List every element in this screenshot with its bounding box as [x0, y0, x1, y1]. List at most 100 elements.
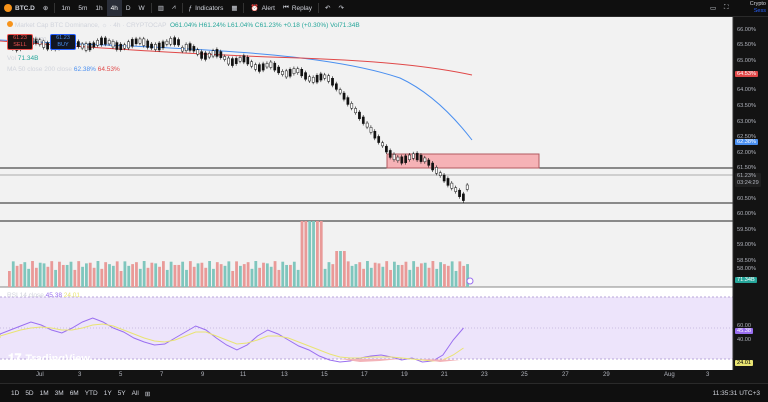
candle — [184, 44, 188, 51]
candle — [165, 40, 169, 45]
undo-icon: ↶ — [325, 5, 331, 12]
candle — [154, 44, 157, 50]
candle — [300, 69, 304, 77]
add-symbol-button[interactable]: ⊕ — [39, 0, 52, 16]
candle — [323, 74, 327, 79]
buy-button[interactable]: 61.23 BUY — [50, 34, 76, 50]
volume-bar — [296, 269, 300, 287]
volume-bar — [50, 261, 54, 287]
range-1d-button[interactable]: 1D — [11, 390, 20, 397]
volume-bar — [88, 262, 92, 287]
timeframe-5m[interactable]: 5m — [78, 4, 88, 12]
volume-bar — [385, 261, 389, 287]
range-6m-button[interactable]: 6M — [69, 390, 79, 397]
indicators-button[interactable]: ƒ Indicators — [188, 4, 224, 12]
chart-type-button[interactable]: ▥ — [154, 0, 168, 16]
timeframe-1m[interactable]: 1m — [61, 4, 71, 12]
candle — [215, 49, 219, 57]
candle — [277, 66, 280, 74]
candle — [373, 130, 377, 139]
symbol-search-button[interactable]: BTC.D — [0, 0, 39, 16]
range-5y-button[interactable]: 5Y — [117, 390, 126, 397]
volume-bar — [58, 261, 61, 287]
spread-value: 0.00 — [35, 37, 47, 43]
chart-canvas[interactable] — [0, 0, 768, 383]
redo-button[interactable]: ↷ — [335, 0, 348, 16]
compare-button[interactable]: ⩘ — [168, 0, 180, 16]
candle — [146, 40, 150, 48]
volume-bar — [150, 262, 154, 287]
timeframe-w[interactable]: W — [138, 4, 145, 12]
volume-bar — [423, 262, 427, 287]
volume-bar — [65, 264, 69, 287]
volume-bar — [446, 265, 450, 287]
volume-bar — [285, 264, 288, 287]
volume-bar — [169, 261, 173, 287]
candle — [161, 41, 165, 49]
volume-bar — [92, 267, 96, 287]
volume-bar — [265, 263, 269, 287]
volume-bar — [435, 268, 439, 287]
range-5d-button[interactable]: 5D — [25, 390, 34, 397]
volume-bar — [273, 261, 277, 287]
candle — [107, 40, 111, 45]
timeframe-4h[interactable]: 4h — [106, 0, 122, 16]
candle — [284, 70, 288, 78]
sell-button[interactable]: 61.23 SELL — [7, 34, 33, 50]
range-3m-button[interactable]: 3M — [54, 390, 64, 397]
candle — [319, 73, 323, 81]
candle — [462, 193, 465, 201]
range-ytd-button[interactable]: YTD — [84, 390, 98, 397]
candle — [311, 77, 315, 83]
volume-bar — [27, 268, 31, 287]
candle — [454, 187, 458, 192]
candle — [458, 189, 461, 197]
candle — [188, 43, 192, 51]
volume-bar — [219, 264, 223, 287]
price-tick: 62.50% — [737, 134, 756, 140]
undo-button[interactable]: ↶ — [321, 0, 334, 16]
alert-button[interactable]: ⏰ Alert — [250, 4, 275, 13]
price-axis-pane — [733, 17, 768, 370]
volume-bar — [115, 261, 119, 287]
volume-bar — [208, 261, 211, 287]
volume-bar — [289, 264, 292, 287]
replay-button[interactable]: ⏮ Replay — [282, 4, 313, 12]
range-1m-button[interactable]: 1M — [39, 390, 49, 397]
price-tick: 58.50% — [737, 258, 756, 264]
candle — [296, 68, 300, 74]
volume-bar — [135, 262, 138, 287]
grid-icon: ▦ — [231, 5, 238, 12]
candle — [242, 55, 246, 63]
candle — [346, 97, 350, 105]
volume-bar — [312, 221, 315, 287]
candle — [157, 42, 161, 51]
volume-bar — [369, 267, 373, 287]
time-tick: 21 — [441, 372, 448, 378]
volume-bar — [404, 261, 408, 287]
volume-bar — [439, 262, 442, 287]
time-tick: 13 — [281, 372, 288, 378]
candle — [335, 83, 338, 90]
range-all-button[interactable]: All — [131, 390, 139, 397]
candle — [261, 63, 265, 71]
volume-bar — [277, 269, 281, 287]
fullscreen-button[interactable]: ⛶ — [720, 0, 733, 16]
volume-bar — [419, 263, 423, 287]
candle — [435, 167, 438, 174]
layout-button[interactable]: ▭ — [706, 0, 720, 16]
candle — [308, 76, 311, 82]
templates-button[interactable]: ▦ — [227, 0, 241, 16]
volume-bar — [46, 266, 50, 287]
volume-bar — [119, 270, 123, 287]
date-range-button[interactable]: ⊞ — [142, 390, 153, 398]
volume-bar — [396, 264, 400, 287]
timeframe-d[interactable]: D — [125, 4, 131, 12]
timeframe-1h[interactable]: 1h — [95, 4, 103, 12]
clock: 11:35:31 UTC+3 — [712, 390, 760, 397]
volume-bar — [173, 264, 177, 287]
volume-bar — [8, 271, 11, 287]
range-1y-button[interactable]: 1Y — [103, 390, 112, 397]
price-tick: 59.50% — [737, 227, 756, 233]
candle — [419, 154, 423, 162]
